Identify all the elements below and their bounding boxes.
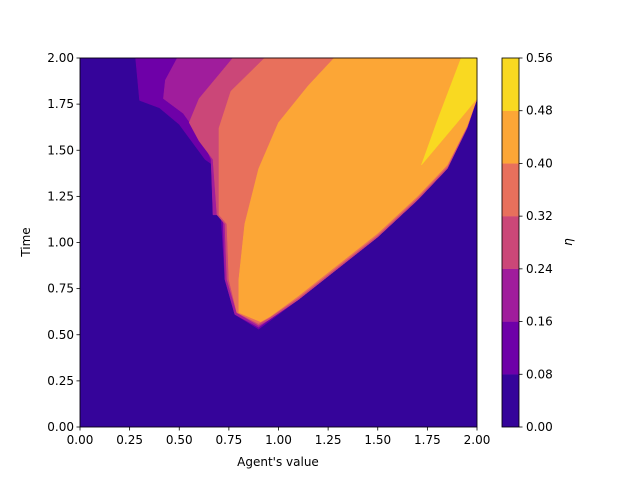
colorbar-tick-label: 0.48 — [526, 104, 553, 118]
colorbar-band — [501, 215, 520, 270]
x-tick-label: 2.00 — [464, 433, 491, 447]
colorbar-band — [501, 163, 520, 217]
x-tick-label: 1.25 — [315, 433, 342, 447]
y-tick-label: 0.25 — [47, 374, 74, 388]
y-tick-label: 1.75 — [47, 97, 74, 111]
x-tick-label: 1.75 — [414, 433, 441, 447]
y-tick-label: 0.00 — [47, 420, 74, 434]
y-tick-label: 1.50 — [47, 143, 74, 157]
y-tick-label: 0.75 — [47, 282, 74, 296]
x-tick-label: 0.50 — [166, 433, 193, 447]
x-tick-label: 1.50 — [364, 433, 391, 447]
x-tick-label: 0.25 — [116, 433, 143, 447]
x-tick-label: 1.00 — [265, 433, 292, 447]
colorbar-band — [501, 110, 520, 164]
colorbar-band — [501, 321, 520, 375]
y-tick-label: 0.50 — [47, 328, 74, 342]
x-tick-label: 0.00 — [67, 433, 94, 447]
y-tick-label: 1.00 — [47, 236, 74, 250]
colorbar-tick-label: 0.24 — [526, 262, 553, 276]
y-tick-label: 1.25 — [47, 189, 74, 203]
colorbar-tick-label: 0.16 — [526, 315, 553, 329]
x-tick-label: 0.75 — [216, 433, 243, 447]
y-axis-label: Time — [19, 227, 33, 257]
colorbar-tick-label: 0.00 — [526, 420, 553, 434]
x-axis-label: Agent's value — [237, 455, 319, 469]
colorbar-tick-label: 0.56 — [526, 51, 553, 65]
colorbar-band — [501, 374, 520, 428]
colorbar-tick-label: 0.32 — [526, 209, 553, 223]
contour-region — [238, 57, 478, 323]
colorbar-tick-label: 0.08 — [526, 367, 553, 381]
colorbar-band — [501, 57, 520, 111]
colorbar-tick-label: 0.40 — [526, 156, 553, 170]
colorbar-frame — [501, 57, 520, 428]
colorbar-label: η — [561, 238, 575, 246]
y-tick-label: 2.00 — [47, 51, 74, 65]
colorbar-band — [501, 268, 520, 322]
